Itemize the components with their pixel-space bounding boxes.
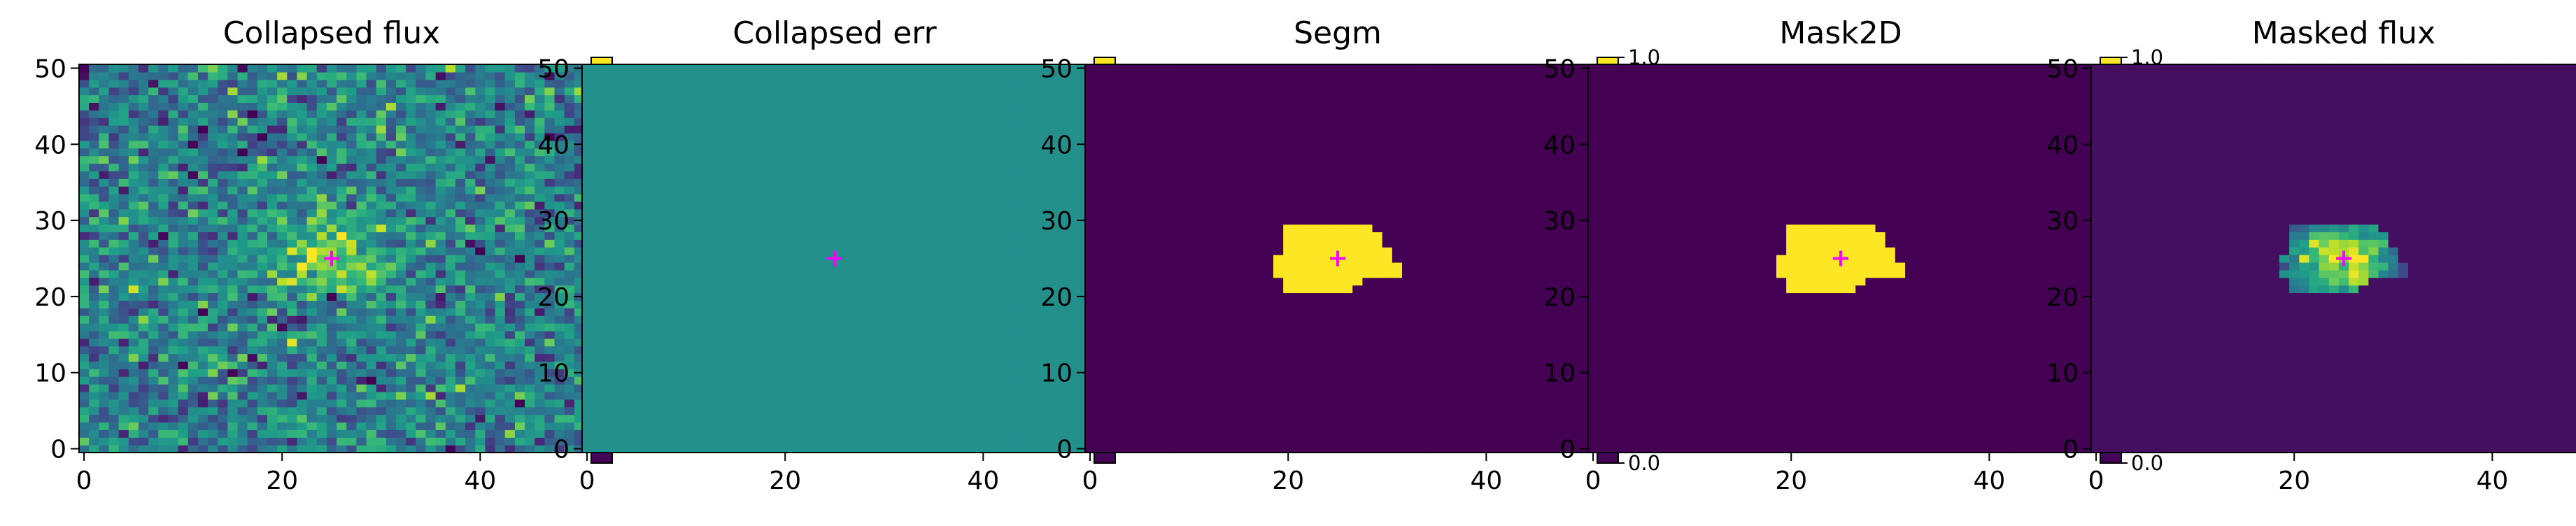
x-tick-label: 0 bbox=[76, 467, 92, 495]
x-tick-label: 20 bbox=[2278, 467, 2310, 495]
y-tick-label: 30 bbox=[34, 207, 66, 236]
heatmap-image bbox=[79, 64, 585, 453]
y-tick-label: 10 bbox=[537, 360, 569, 388]
y-tick-label: 40 bbox=[1040, 131, 1073, 159]
y-tick-label: 0 bbox=[50, 436, 66, 464]
y-tick-label: 30 bbox=[1040, 207, 1073, 236]
y-tick-label: 20 bbox=[1040, 283, 1073, 312]
panel-5: Masked flux02040010203040500.00.51.01.52… bbox=[2046, 15, 2576, 495]
y-tick-label: 40 bbox=[537, 131, 569, 159]
y-tick-label: 10 bbox=[2046, 360, 2079, 388]
y-tick-label: 50 bbox=[34, 55, 66, 83]
x-tick-label: 20 bbox=[1775, 467, 1807, 495]
x-tick-label: 40 bbox=[464, 467, 496, 495]
y-tick-label: 50 bbox=[1543, 55, 1576, 83]
center-marker bbox=[324, 250, 339, 266]
y-tick-label: 20 bbox=[2046, 283, 2079, 312]
y-tick-label: 0 bbox=[2062, 436, 2079, 464]
y-tick-label: 0 bbox=[553, 436, 569, 464]
panel-title: Masked flux bbox=[2252, 15, 2435, 51]
colorbar-tick-label: 0.0 bbox=[1628, 451, 1660, 475]
x-tick-label: 0 bbox=[1082, 467, 1098, 495]
axes-frame bbox=[2090, 64, 2576, 453]
y-tick-label: 10 bbox=[1040, 360, 1073, 388]
center-marker bbox=[2336, 250, 2351, 266]
panel-title: Mask2D bbox=[1779, 15, 1902, 51]
center-marker bbox=[1330, 250, 1345, 266]
y-tick-label: 30 bbox=[1543, 207, 1576, 236]
panel-title: Collapsed err bbox=[733, 15, 937, 51]
x-tick-label: 0 bbox=[1585, 467, 1601, 495]
x-tick-label: 40 bbox=[967, 467, 999, 495]
x-tick-label: 40 bbox=[1973, 467, 2005, 495]
y-tick-label: 20 bbox=[1543, 283, 1576, 312]
panel-title: Collapsed flux bbox=[223, 15, 441, 51]
heatmap-image bbox=[1588, 64, 2094, 453]
x-tick-label: 20 bbox=[1272, 467, 1304, 495]
y-tick-label: 30 bbox=[537, 207, 569, 236]
y-tick-label: 40 bbox=[1543, 131, 1576, 159]
x-tick-label: 40 bbox=[1470, 467, 1502, 495]
x-tick-label: 0 bbox=[579, 467, 595, 495]
heatmap-image bbox=[1085, 64, 1591, 453]
y-tick-label: 40 bbox=[34, 131, 66, 159]
y-tick-label: 20 bbox=[34, 283, 66, 312]
center-marker bbox=[1833, 250, 1848, 266]
x-tick-label: 40 bbox=[2476, 467, 2508, 495]
y-tick-label: 0 bbox=[1559, 436, 1576, 464]
y-tick-label: 40 bbox=[2046, 131, 2079, 159]
y-tick-label: 50 bbox=[1040, 55, 1073, 83]
heatmap-image bbox=[2091, 64, 2576, 453]
y-tick-label: 20 bbox=[537, 283, 569, 312]
x-tick-label: 20 bbox=[266, 467, 298, 495]
panel-title: Segm bbox=[1294, 15, 1382, 51]
y-tick-label: 0 bbox=[1056, 436, 1073, 464]
heatmap-image bbox=[582, 64, 1088, 453]
y-tick-label: 50 bbox=[2046, 55, 2079, 83]
y-tick-label: 30 bbox=[2046, 207, 2079, 236]
center-marker bbox=[827, 250, 842, 266]
colorbar-tick-label: 0.0 bbox=[2131, 451, 2163, 475]
y-tick-label: 10 bbox=[1543, 360, 1576, 388]
panel-2: Collapsed err02040010203040500.420.440.4… bbox=[537, 15, 1170, 495]
x-tick-label: 0 bbox=[2088, 467, 2104, 495]
y-tick-label: 50 bbox=[537, 55, 569, 83]
x-tick-label: 20 bbox=[769, 467, 801, 495]
y-tick-label: 10 bbox=[34, 360, 66, 388]
